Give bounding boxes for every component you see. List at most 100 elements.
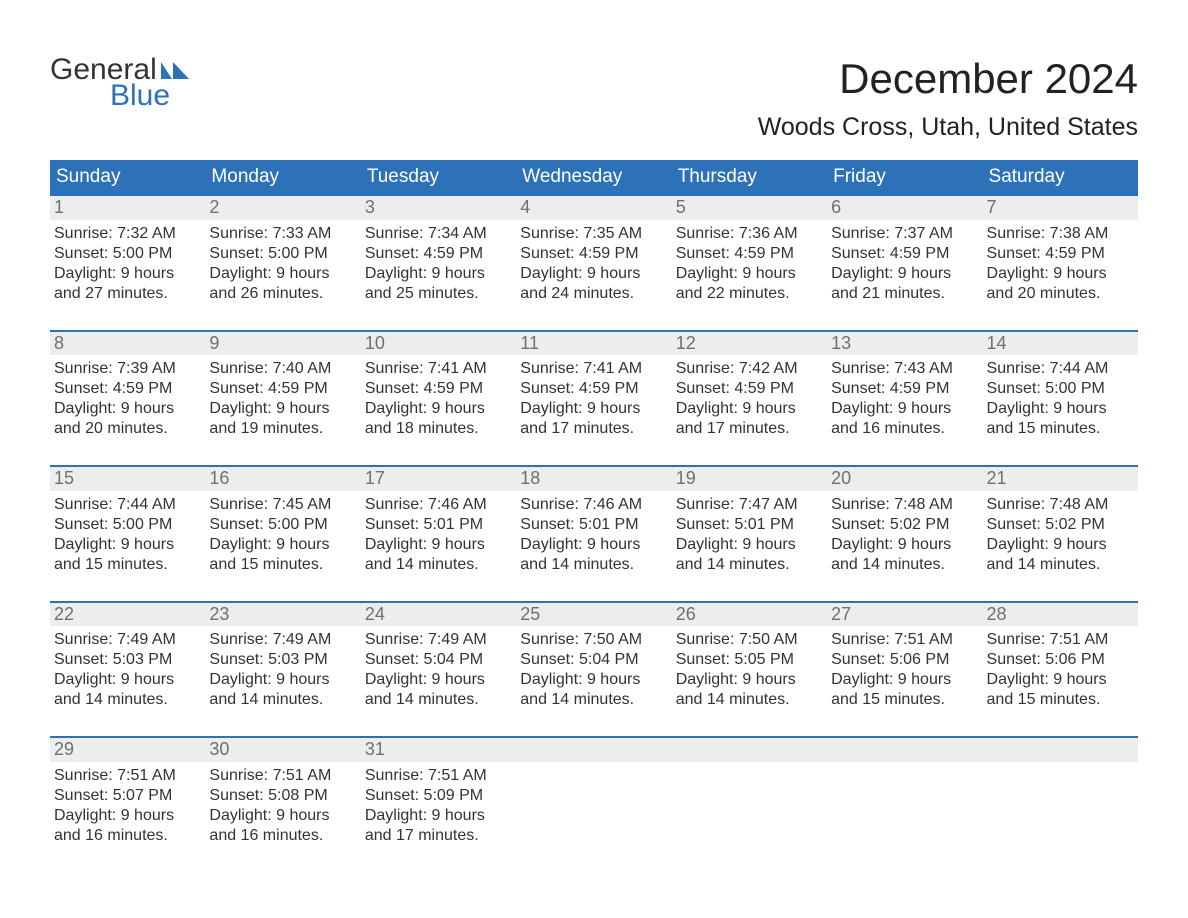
sunrise-text: Sunrise: 7:51 AM (831, 630, 978, 650)
day-body: Sunrise: 7:39 AMSunset: 4:59 PMDaylight:… (50, 355, 205, 443)
day-body: Sunrise: 7:48 AMSunset: 5:02 PMDaylight:… (983, 491, 1138, 579)
sunset-text: Sunset: 4:59 PM (520, 379, 667, 399)
daylight-text: Daylight: 9 hours and 19 minutes. (209, 399, 356, 439)
day-body: Sunrise: 7:41 AMSunset: 4:59 PMDaylight:… (516, 355, 671, 443)
sunrise-text: Sunrise: 7:38 AM (987, 224, 1134, 244)
weekday-header: Monday (205, 160, 360, 194)
calendar-cell: 11Sunrise: 7:41 AMSunset: 4:59 PMDayligh… (516, 332, 671, 444)
calendar-cell: 17Sunrise: 7:46 AMSunset: 5:01 PMDayligh… (361, 467, 516, 579)
calendar-week: 22Sunrise: 7:49 AMSunset: 5:03 PMDayligh… (50, 601, 1138, 715)
daylight-text: Daylight: 9 hours and 14 minutes. (987, 535, 1134, 575)
sunset-text: Sunset: 5:00 PM (54, 244, 201, 264)
day-number: 17 (361, 467, 516, 491)
daylight-text: Daylight: 9 hours and 20 minutes. (987, 264, 1134, 304)
day-body: Sunrise: 7:46 AMSunset: 5:01 PMDaylight:… (516, 491, 671, 579)
day-body: Sunrise: 7:45 AMSunset: 5:00 PMDaylight:… (205, 491, 360, 579)
sunset-text: Sunset: 4:59 PM (520, 244, 667, 264)
calendar-cell: 5Sunrise: 7:36 AMSunset: 4:59 PMDaylight… (672, 196, 827, 308)
day-body: Sunrise: 7:50 AMSunset: 5:04 PMDaylight:… (516, 626, 671, 714)
daylight-text: Daylight: 9 hours and 20 minutes. (54, 399, 201, 439)
sunrise-text: Sunrise: 7:48 AM (987, 495, 1134, 515)
sunset-text: Sunset: 5:04 PM (520, 650, 667, 670)
page-header: General Blue December 2024 Woods Cross, … (50, 55, 1138, 142)
sunrise-text: Sunrise: 7:46 AM (365, 495, 512, 515)
day-number: 9 (205, 332, 360, 356)
daylight-text: Daylight: 9 hours and 16 minutes. (831, 399, 978, 439)
day-number: 28 (983, 603, 1138, 627)
day-body: Sunrise: 7:51 AMSunset: 5:06 PMDaylight:… (983, 626, 1138, 714)
calendar: Sunday Monday Tuesday Wednesday Thursday… (50, 160, 1138, 850)
calendar-cell: 18Sunrise: 7:46 AMSunset: 5:01 PMDayligh… (516, 467, 671, 579)
sunrise-text: Sunrise: 7:45 AM (209, 495, 356, 515)
day-number: 22 (50, 603, 205, 627)
sunset-text: Sunset: 5:03 PM (54, 650, 201, 670)
day-body: Sunrise: 7:34 AMSunset: 4:59 PMDaylight:… (361, 220, 516, 308)
sunrise-text: Sunrise: 7:51 AM (209, 766, 356, 786)
sunrise-text: Sunrise: 7:48 AM (831, 495, 978, 515)
daylight-text: Daylight: 9 hours and 14 minutes. (520, 535, 667, 575)
day-number: 5 (672, 196, 827, 220)
sunrise-text: Sunrise: 7:44 AM (54, 495, 201, 515)
calendar-cell (827, 738, 982, 850)
sunset-text: Sunset: 5:02 PM (831, 515, 978, 535)
calendar-cell: 13Sunrise: 7:43 AMSunset: 4:59 PMDayligh… (827, 332, 982, 444)
daylight-text: Daylight: 9 hours and 15 minutes. (987, 399, 1134, 439)
weekday-header: Friday (827, 160, 982, 194)
day-body: Sunrise: 7:49 AMSunset: 5:04 PMDaylight:… (361, 626, 516, 714)
sunset-text: Sunset: 5:04 PM (365, 650, 512, 670)
daylight-text: Daylight: 9 hours and 16 minutes. (54, 806, 201, 846)
sunrise-text: Sunrise: 7:42 AM (676, 359, 823, 379)
sunset-text: Sunset: 4:59 PM (365, 379, 512, 399)
day-number: 29 (50, 738, 205, 762)
calendar-cell: 23Sunrise: 7:49 AMSunset: 5:03 PMDayligh… (205, 603, 360, 715)
sunset-text: Sunset: 5:00 PM (209, 244, 356, 264)
day-body: Sunrise: 7:38 AMSunset: 4:59 PMDaylight:… (983, 220, 1138, 308)
day-body: Sunrise: 7:44 AMSunset: 5:00 PMDaylight:… (983, 355, 1138, 443)
sunrise-text: Sunrise: 7:50 AM (520, 630, 667, 650)
day-number (983, 738, 1138, 762)
calendar-week: 15Sunrise: 7:44 AMSunset: 5:00 PMDayligh… (50, 465, 1138, 579)
calendar-cell (516, 738, 671, 850)
day-number: 26 (672, 603, 827, 627)
calendar-cell: 31Sunrise: 7:51 AMSunset: 5:09 PMDayligh… (361, 738, 516, 850)
page-title: December 2024 (758, 55, 1138, 103)
daylight-text: Daylight: 9 hours and 14 minutes. (365, 670, 512, 710)
calendar-cell: 20Sunrise: 7:48 AMSunset: 5:02 PMDayligh… (827, 467, 982, 579)
day-number: 14 (983, 332, 1138, 356)
weekday-header: Saturday (983, 160, 1138, 194)
daylight-text: Daylight: 9 hours and 14 minutes. (520, 670, 667, 710)
day-number: 25 (516, 603, 671, 627)
sunrise-text: Sunrise: 7:51 AM (54, 766, 201, 786)
sunset-text: Sunset: 5:00 PM (209, 515, 356, 535)
day-body (827, 762, 982, 770)
sunset-text: Sunset: 5:01 PM (365, 515, 512, 535)
sunrise-text: Sunrise: 7:51 AM (987, 630, 1134, 650)
daylight-text: Daylight: 9 hours and 17 minutes. (365, 806, 512, 846)
day-number: 27 (827, 603, 982, 627)
calendar-cell: 15Sunrise: 7:44 AMSunset: 5:00 PMDayligh… (50, 467, 205, 579)
sunset-text: Sunset: 4:59 PM (209, 379, 356, 399)
day-number: 19 (672, 467, 827, 491)
day-number: 1 (50, 196, 205, 220)
sunset-text: Sunset: 4:59 PM (987, 244, 1134, 264)
calendar-cell: 6Sunrise: 7:37 AMSunset: 4:59 PMDaylight… (827, 196, 982, 308)
sunset-text: Sunset: 4:59 PM (676, 244, 823, 264)
calendar-cell (983, 738, 1138, 850)
brand-word2: Blue (110, 81, 189, 111)
calendar-cell: 2Sunrise: 7:33 AMSunset: 5:00 PMDaylight… (205, 196, 360, 308)
daylight-text: Daylight: 9 hours and 16 minutes. (209, 806, 356, 846)
calendar-cell: 3Sunrise: 7:34 AMSunset: 4:59 PMDaylight… (361, 196, 516, 308)
day-body: Sunrise: 7:51 AMSunset: 5:07 PMDaylight:… (50, 762, 205, 850)
sunset-text: Sunset: 5:06 PM (987, 650, 1134, 670)
sunrise-text: Sunrise: 7:41 AM (520, 359, 667, 379)
sunset-text: Sunset: 5:08 PM (209, 786, 356, 806)
sunrise-text: Sunrise: 7:39 AM (54, 359, 201, 379)
day-body: Sunrise: 7:50 AMSunset: 5:05 PMDaylight:… (672, 626, 827, 714)
day-body (516, 762, 671, 770)
day-number: 30 (205, 738, 360, 762)
sunrise-text: Sunrise: 7:36 AM (676, 224, 823, 244)
calendar-cell: 8Sunrise: 7:39 AMSunset: 4:59 PMDaylight… (50, 332, 205, 444)
calendar-week: 8Sunrise: 7:39 AMSunset: 4:59 PMDaylight… (50, 330, 1138, 444)
daylight-text: Daylight: 9 hours and 15 minutes. (209, 535, 356, 575)
calendar-cell: 30 Sunrise: 7:51 AMSunset: 5:08 PMDayligh… (205, 738, 360, 850)
